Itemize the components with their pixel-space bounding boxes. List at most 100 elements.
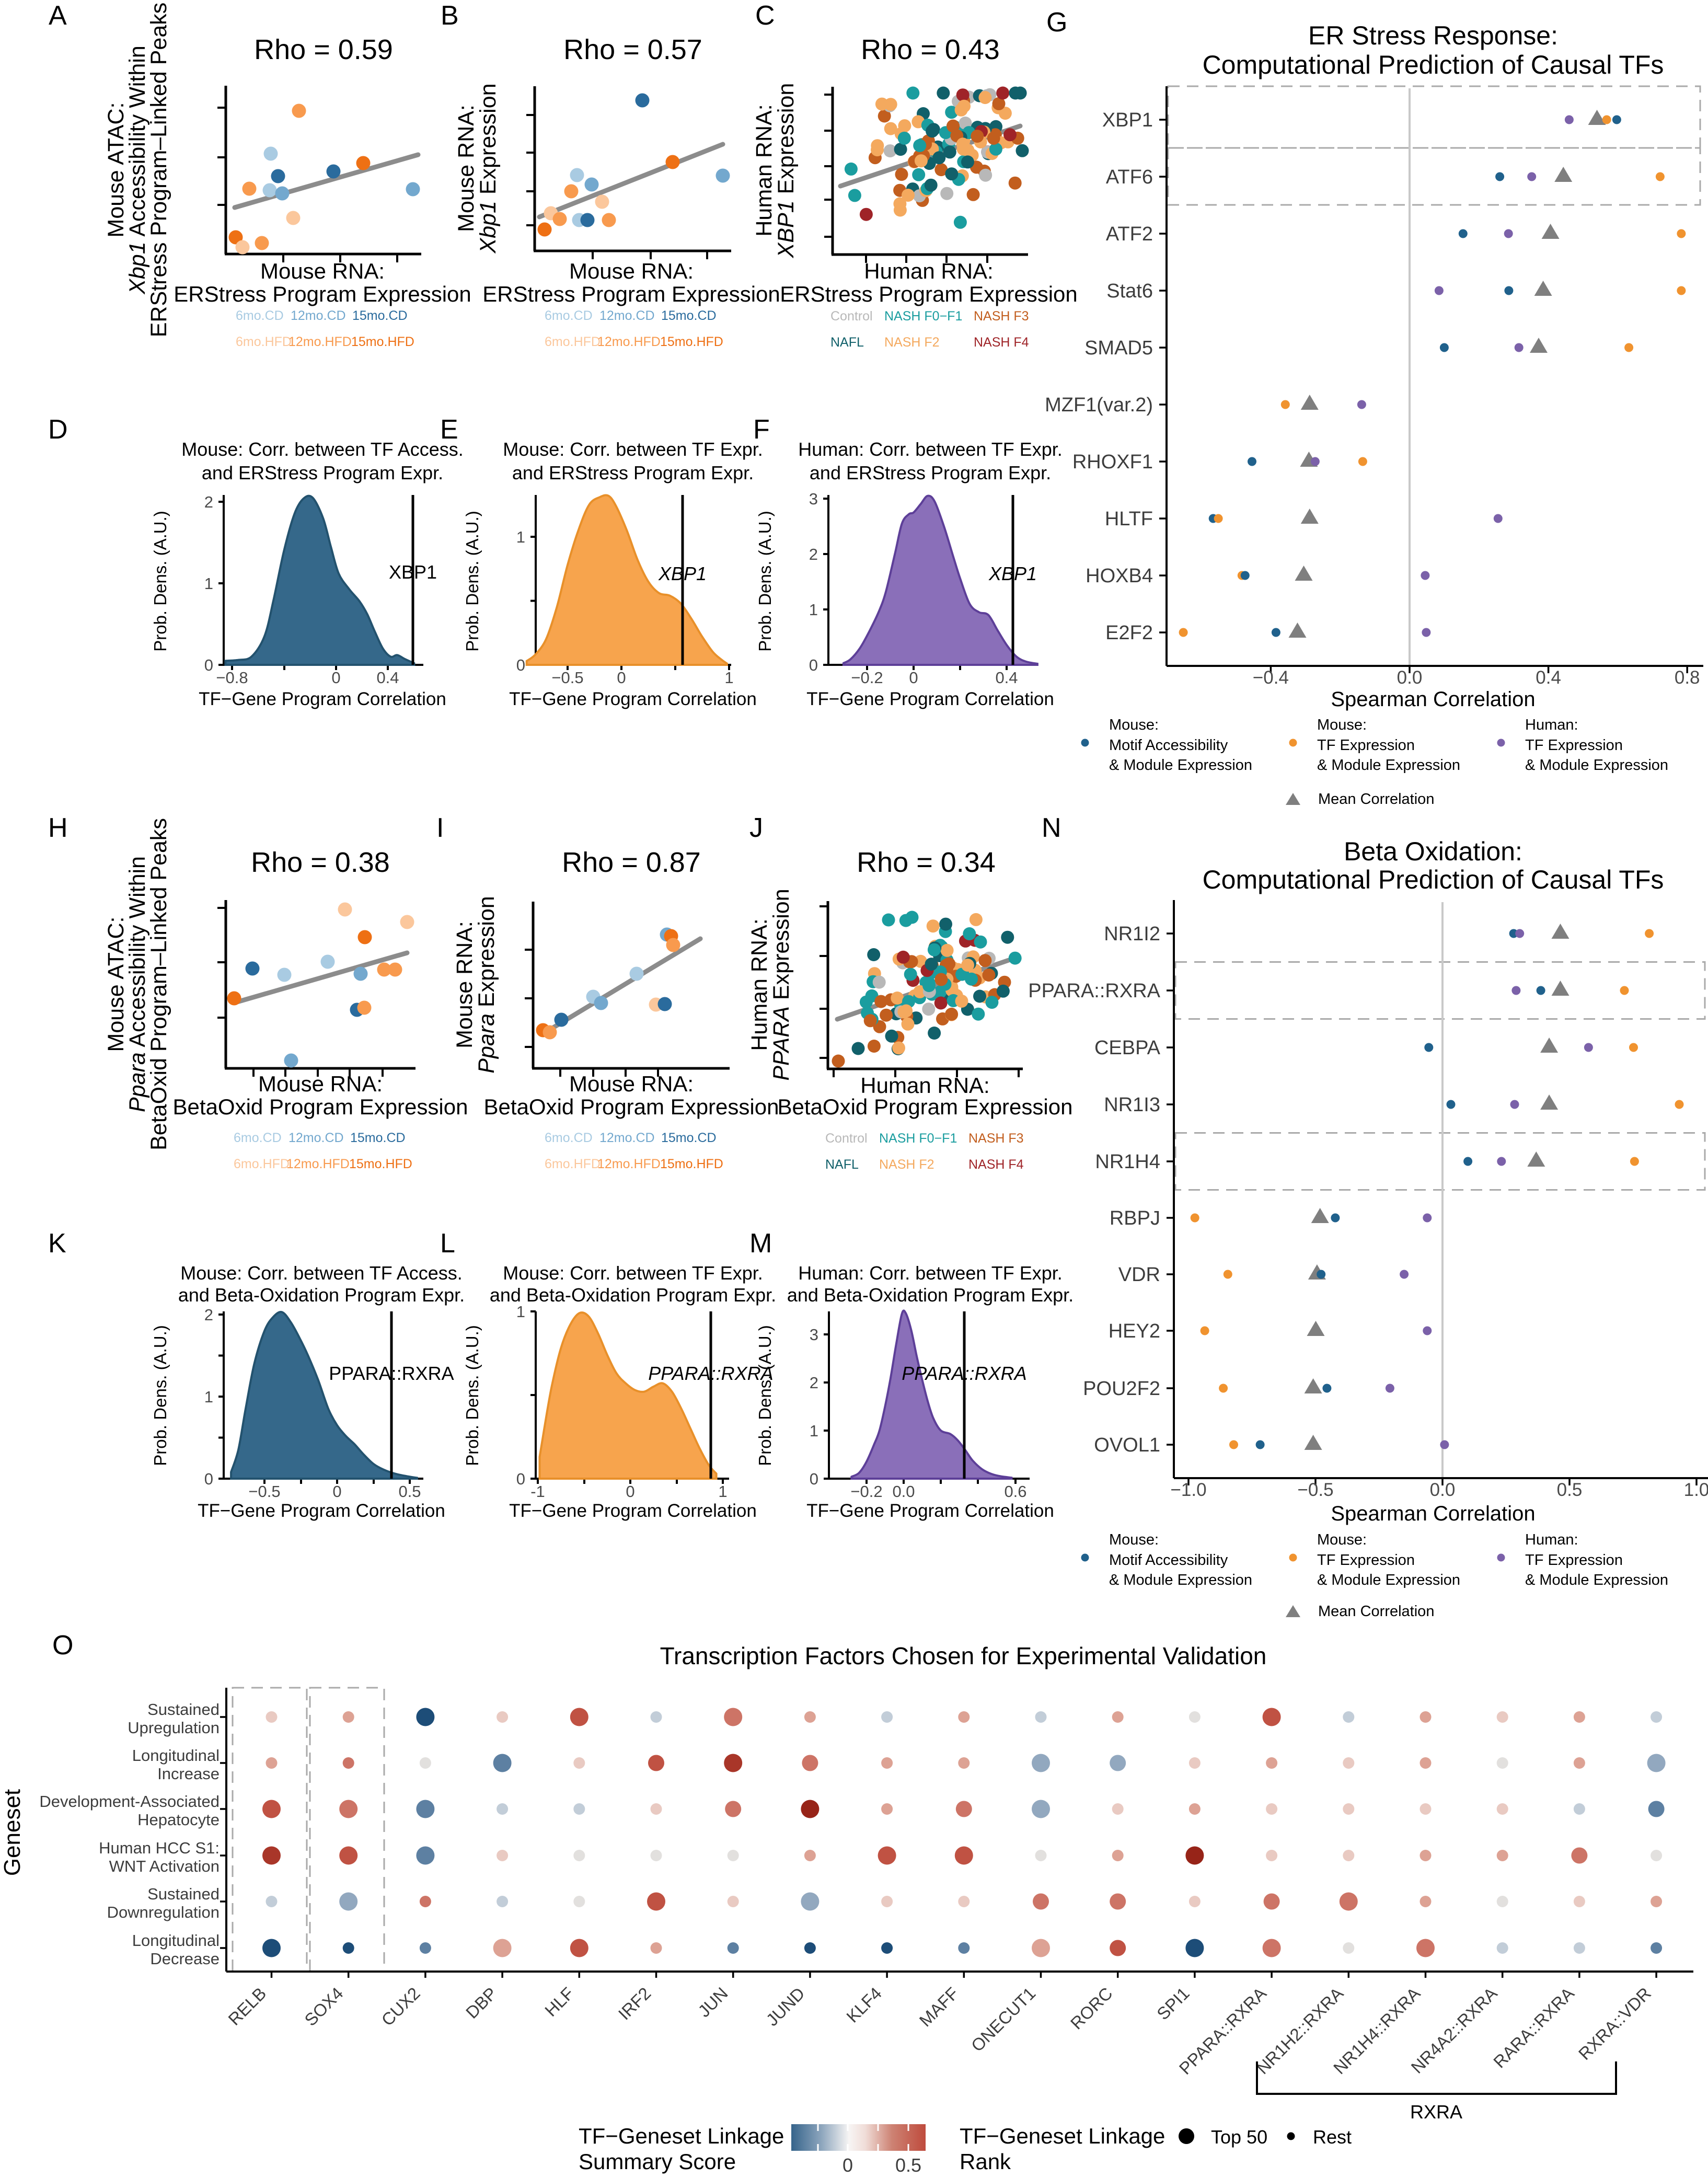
svg-text:Rho = 0.38: Rho = 0.38 <box>251 847 390 878</box>
svg-text:TF Expression: TF Expression <box>1525 737 1623 754</box>
svg-text:12mo.HFD: 12mo.HFD <box>597 335 661 349</box>
svg-text:Computational Prediction of Ca: Computational Prediction of Causal TFs <box>1203 865 1664 894</box>
svg-text:Geneset: Geneset <box>0 1789 25 1876</box>
svg-text:-1: -1 <box>530 1482 545 1501</box>
svg-text:1: 1 <box>204 574 213 593</box>
svg-text:ERStress Program Expression: ERStress Program Expression <box>174 282 471 306</box>
svg-text:Mean Correlation: Mean Correlation <box>1318 791 1434 808</box>
svg-text:XBP1: XBP1 <box>1102 109 1153 131</box>
svg-text:RXRA: RXRA <box>1410 2101 1462 2123</box>
svg-text:6mo.HFD: 6mo.HFD <box>545 1157 601 1171</box>
svg-text:Beta Oxidation:: Beta Oxidation: <box>1344 837 1522 866</box>
svg-text:ATF6: ATF6 <box>1106 166 1153 188</box>
svg-text:PPARA::RXRA: PPARA::RXRA <box>902 1363 1026 1384</box>
svg-text:Mouse: Corr. between TF Expr.: Mouse: Corr. between TF Expr. <box>503 439 763 460</box>
svg-text:BetaOxid Program Expression: BetaOxid Program Expression <box>778 1094 1073 1119</box>
svg-text:TF−Gene Program Correlation: TF−Gene Program Correlation <box>199 689 446 709</box>
svg-text:0: 0 <box>617 669 626 687</box>
svg-text:3: 3 <box>810 1326 818 1344</box>
svg-text:BetaOxid Program Expression: BetaOxid Program Expression <box>484 1094 779 1119</box>
svg-text:TF−Gene Program Correlation: TF−Gene Program Correlation <box>806 1501 1054 1521</box>
svg-text:NASH F2: NASH F2 <box>884 335 940 350</box>
svg-text:15mo.HFD: 15mo.HFD <box>660 1157 723 1171</box>
svg-text:0.5: 0.5 <box>895 2154 921 2176</box>
svg-text:1: 1 <box>204 1388 213 1406</box>
svg-text:0: 0 <box>204 656 213 674</box>
svg-text:Motif Accessibility: Motif Accessibility <box>1109 737 1228 754</box>
svg-text:0.4: 0.4 <box>995 669 1018 687</box>
svg-text:Longitudinal: Longitudinal <box>132 1931 220 1950</box>
svg-text:HEY2: HEY2 <box>1109 1320 1160 1342</box>
svg-text:Prob. Dens. (A.U.): Prob. Dens. (A.U.) <box>755 511 775 652</box>
svg-text:Increase: Increase <box>157 1765 220 1783</box>
svg-text:Downregulation: Downregulation <box>107 1903 220 1921</box>
svg-text:and ERStress Program Expr.: and ERStress Program Expr. <box>202 462 443 483</box>
svg-text:Ppara Expression: Ppara Expression <box>474 896 499 1073</box>
svg-text:K: K <box>48 1228 66 1259</box>
svg-text:0: 0 <box>810 1470 818 1488</box>
svg-text:SMAD5: SMAD5 <box>1084 337 1153 359</box>
svg-text:VDR: VDR <box>1118 1264 1160 1286</box>
svg-text:1: 1 <box>516 528 525 546</box>
svg-text:TF−Gene Program Correlation: TF−Gene Program Correlation <box>509 1501 757 1521</box>
svg-text:and Beta-Oxidation Program Exp: and Beta-Oxidation Program Expr. <box>178 1284 465 1306</box>
svg-text:12mo.HFD: 12mo.HFD <box>597 1157 661 1171</box>
svg-text:12mo.CD: 12mo.CD <box>288 1131 344 1145</box>
svg-text:F: F <box>753 414 770 445</box>
svg-text:Mouse RNA:: Mouse RNA: <box>569 259 694 283</box>
svg-text:Mouse RNA:: Mouse RNA: <box>452 921 477 1048</box>
svg-text:1: 1 <box>718 1482 727 1501</box>
svg-text:E2F2: E2F2 <box>1105 622 1153 644</box>
svg-text:6mo.HFD: 6mo.HFD <box>545 335 601 349</box>
svg-text:Longitudinal: Longitudinal <box>132 1746 220 1765</box>
svg-text:0: 0 <box>331 669 340 687</box>
svg-text:& Module Expression: & Module Expression <box>1525 757 1668 774</box>
svg-text:Rho = 0.57: Rho = 0.57 <box>563 34 702 65</box>
svg-text:D: D <box>48 414 68 445</box>
svg-text:Prob. Dens. (A.U.): Prob. Dens. (A.U.) <box>151 511 170 652</box>
svg-text:0: 0 <box>332 1482 341 1501</box>
svg-text:TF−Gene Program Correlation: TF−Gene Program Correlation <box>198 1501 445 1521</box>
svg-text:−0.2: −0.2 <box>851 669 883 687</box>
svg-text:−0.5: −0.5 <box>1297 1480 1333 1500</box>
svg-text:PPARA::RXRA: PPARA::RXRA <box>329 1363 454 1384</box>
svg-text:15mo.CD: 15mo.CD <box>350 1131 406 1145</box>
svg-text:NASH F2: NASH F2 <box>879 1157 934 1172</box>
svg-text:ER Stress Response:: ER Stress Response: <box>1308 21 1558 50</box>
svg-text:0.4: 0.4 <box>1536 667 1561 688</box>
svg-text:6mo.CD: 6mo.CD <box>545 308 593 323</box>
svg-text:Mouse:: Mouse: <box>1109 717 1159 733</box>
svg-text:& Module Expression: & Module Expression <box>1109 1572 1252 1588</box>
svg-text:Decrease: Decrease <box>150 1950 220 1968</box>
svg-text:PPARA Expression: PPARA Expression <box>769 889 794 1080</box>
svg-text:Human:: Human: <box>1525 1531 1578 1548</box>
svg-text:Stat6: Stat6 <box>1106 280 1153 302</box>
svg-text:Rho = 0.87: Rho = 0.87 <box>562 847 701 878</box>
svg-text:2: 2 <box>204 493 213 511</box>
svg-text:Motif Accessibility: Motif Accessibility <box>1109 1552 1228 1569</box>
svg-text:1: 1 <box>516 1303 525 1321</box>
svg-text:15mo.HFD: 15mo.HFD <box>351 335 414 349</box>
svg-text:Mouse RNA:: Mouse RNA: <box>258 1071 383 1096</box>
svg-text:15mo.CD: 15mo.CD <box>661 308 717 323</box>
svg-text:E: E <box>440 414 458 445</box>
svg-text:C: C <box>755 1 775 31</box>
svg-text:Control: Control <box>825 1131 868 1146</box>
svg-text:0: 0 <box>626 1482 634 1501</box>
svg-text:POU2F2: POU2F2 <box>1083 1378 1160 1400</box>
svg-text:and Beta-Oxidation Program Exp: and Beta-Oxidation Program Expr. <box>787 1284 1074 1306</box>
svg-text:M: M <box>749 1228 772 1259</box>
svg-text:Prob. Dens. (A.U.): Prob. Dens. (A.U.) <box>463 511 482 652</box>
svg-text:G: G <box>1046 7 1067 38</box>
svg-text:MZF1(var.2): MZF1(var.2) <box>1045 394 1153 416</box>
svg-text:−0.4: −0.4 <box>1253 667 1289 688</box>
svg-text:BetaOxid Program Expression: BetaOxid Program Expression <box>173 1094 468 1119</box>
svg-text:XBP1: XBP1 <box>988 563 1037 584</box>
svg-text:NAFL: NAFL <box>830 335 864 350</box>
svg-text:Human: Corr. between TF Expr.: Human: Corr. between TF Expr. <box>798 439 1063 460</box>
svg-text:Human HCC S1:: Human HCC S1: <box>99 1839 220 1857</box>
svg-text:Prob. Dens. (A.U.): Prob. Dens. (A.U.) <box>463 1325 482 1466</box>
svg-text:0: 0 <box>909 669 918 687</box>
svg-text:Prob. Dens. (A.U.): Prob. Dens. (A.U.) <box>755 1325 775 1466</box>
svg-text:Upregulation: Upregulation <box>128 1719 220 1737</box>
